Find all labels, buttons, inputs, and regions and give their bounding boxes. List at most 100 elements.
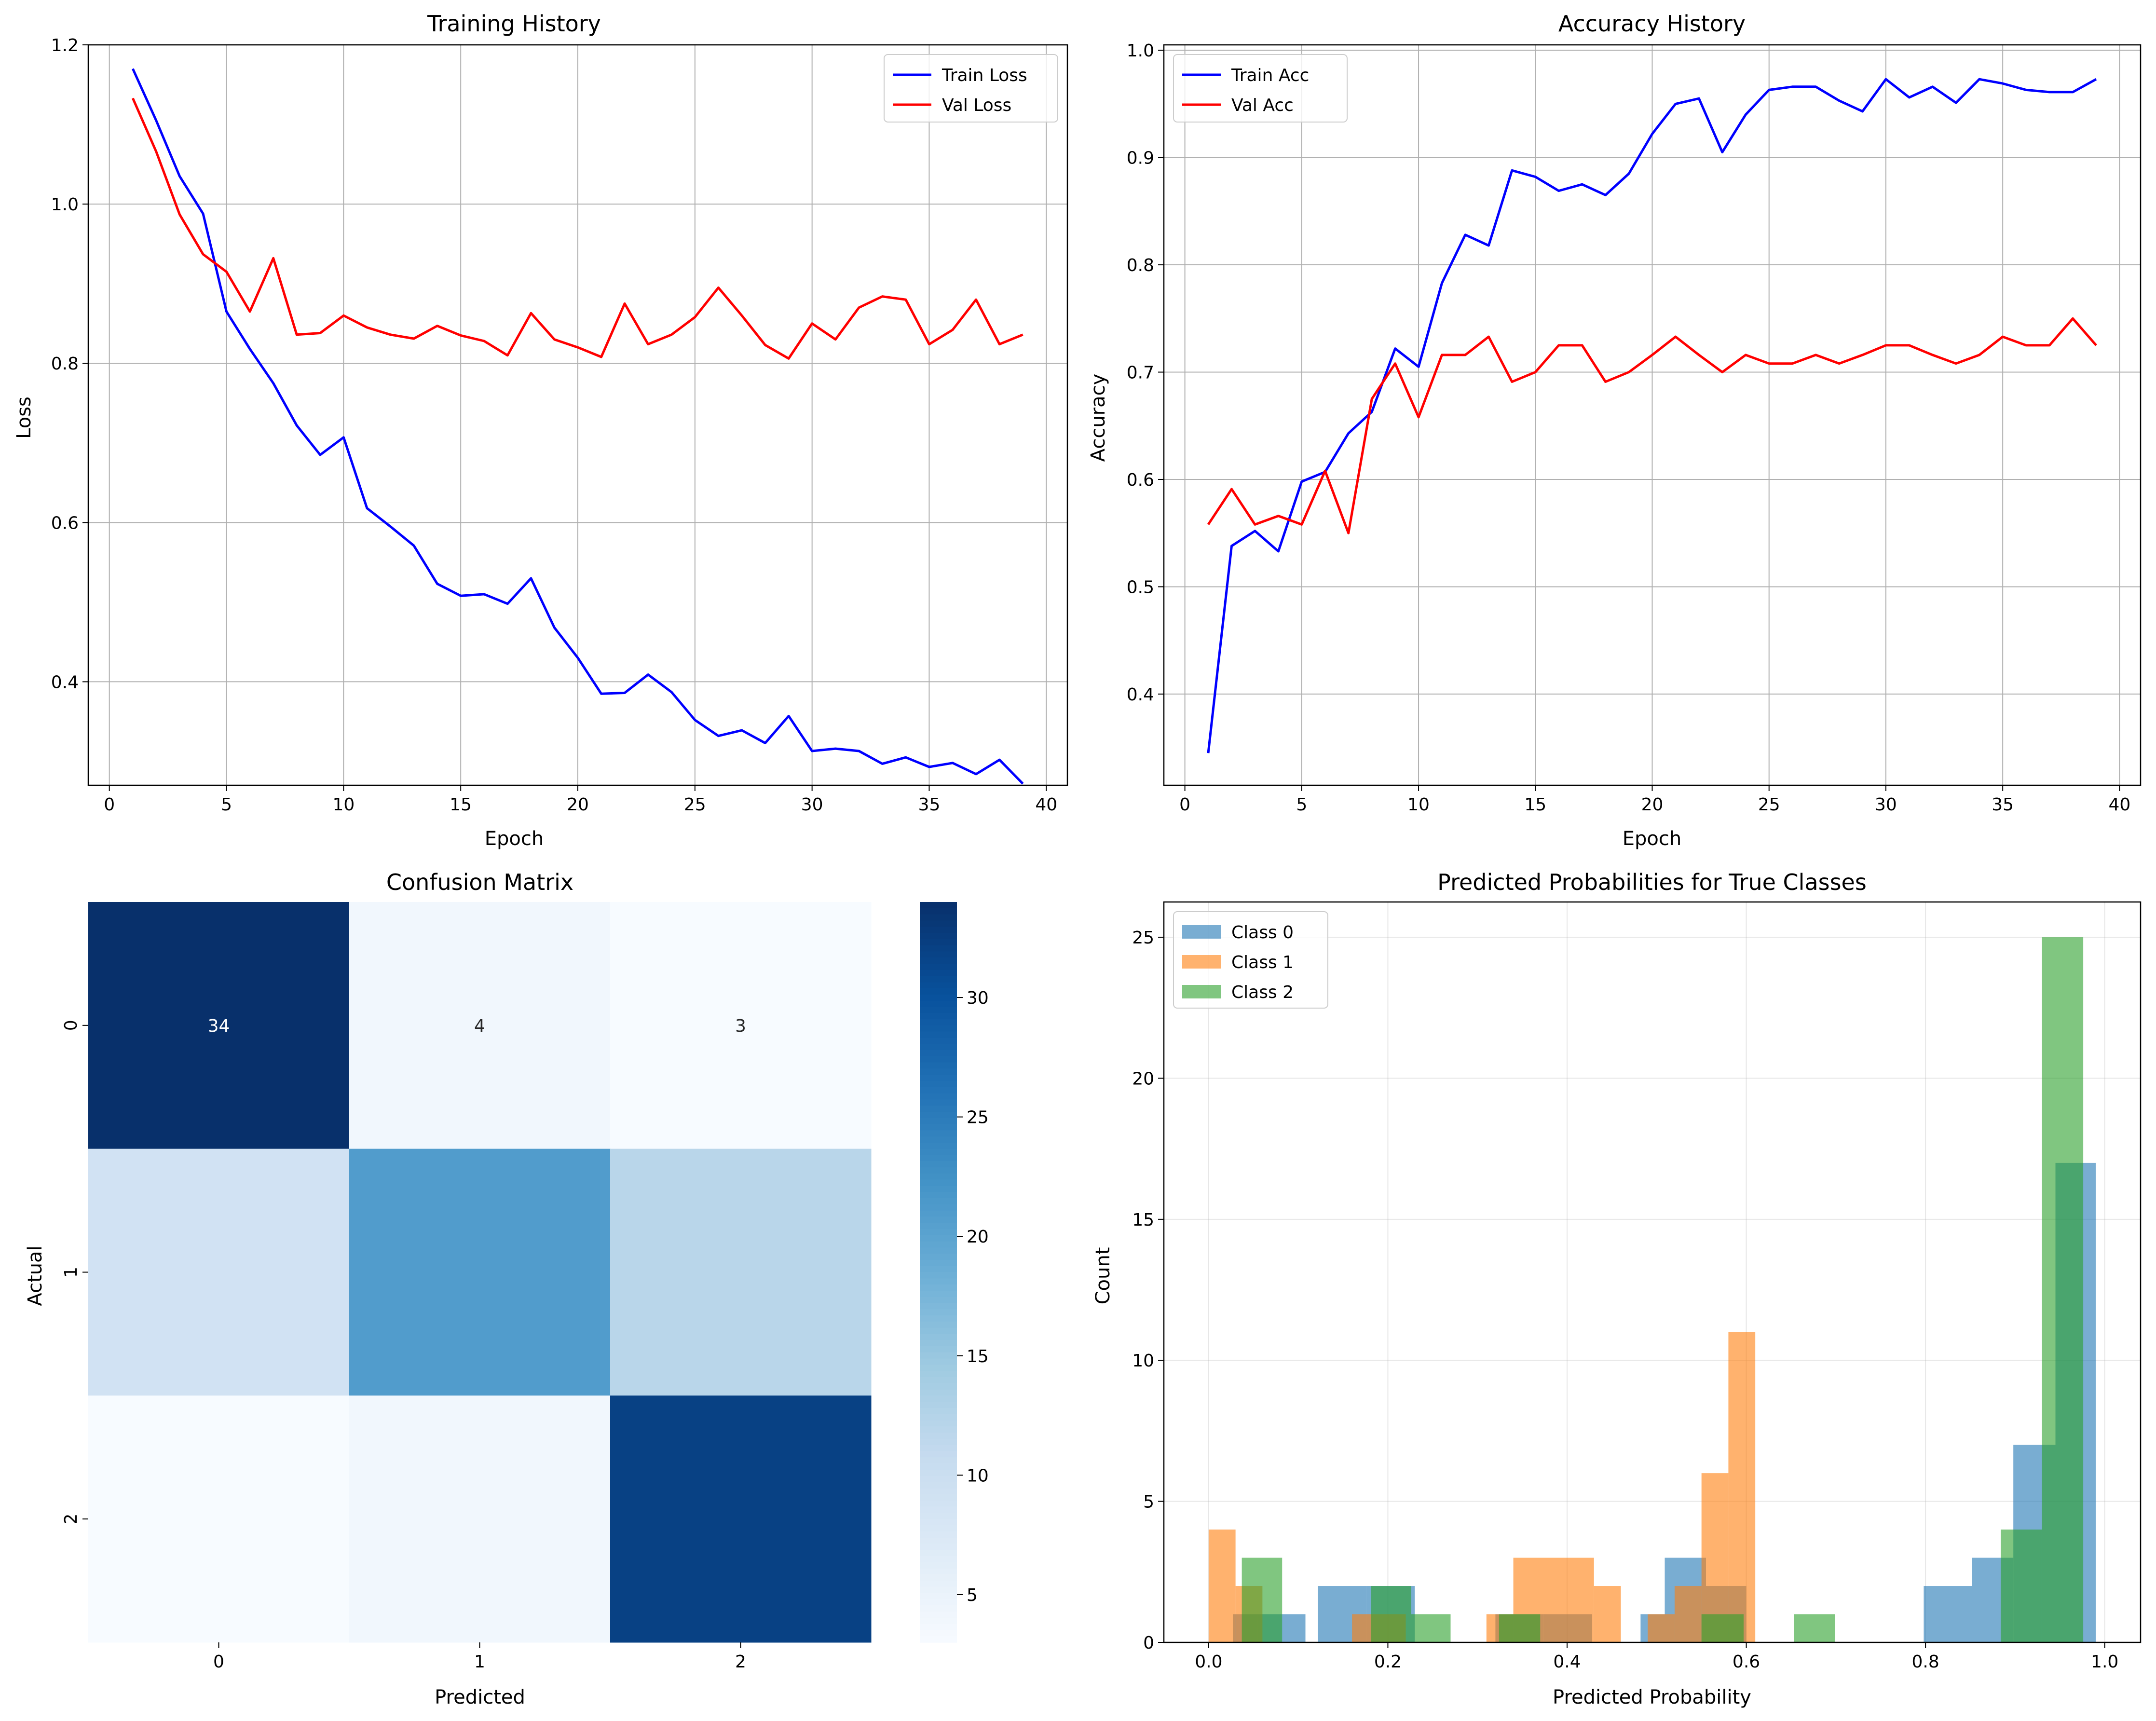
x-tick-label: 30 bbox=[1875, 795, 1897, 815]
colorbar-segment bbox=[920, 1297, 957, 1304]
x-tick-label: 5 bbox=[221, 795, 232, 815]
colorbar-segment bbox=[920, 970, 957, 977]
legend: Class 0 Class 1 Class 2 bbox=[1173, 911, 1328, 1009]
colorbar-segment bbox=[920, 1019, 957, 1026]
colorbar-segment bbox=[920, 988, 957, 995]
histogram-bar bbox=[1499, 1614, 1541, 1642]
x-tick-label: 0.6 bbox=[1733, 1652, 1760, 1672]
colorbar-segment bbox=[920, 1605, 957, 1612]
x-tick-label: 20 bbox=[567, 795, 589, 815]
y-tick-label: 0.8 bbox=[51, 354, 79, 374]
colorbar-segment bbox=[920, 1506, 957, 1514]
colorbar-segment bbox=[920, 920, 957, 927]
x-tick-label: 0.2 bbox=[1374, 1652, 1402, 1672]
colorbar-segment bbox=[920, 1568, 957, 1575]
heatmap-cell bbox=[88, 902, 350, 1149]
y-tick-label: 0 bbox=[61, 1020, 81, 1031]
legend-swatch bbox=[1182, 985, 1221, 998]
colorbar-tick-label: 30 bbox=[967, 988, 989, 1008]
colorbar-segment bbox=[920, 1173, 957, 1180]
heatmap-cell bbox=[610, 1395, 872, 1643]
y-tick-label: 0.7 bbox=[1127, 363, 1154, 383]
colorbar-segment bbox=[920, 1062, 957, 1069]
series-line-val-acc bbox=[1207, 317, 2097, 534]
colorbar-segment bbox=[920, 1475, 957, 1483]
colorbar-segment bbox=[920, 1531, 957, 1538]
colorbar-segment bbox=[920, 1463, 957, 1470]
x-tick-label: 2 bbox=[735, 1652, 746, 1672]
colorbar-segment bbox=[920, 908, 957, 915]
colorbar-segment bbox=[920, 1494, 957, 1501]
colorbar-segment bbox=[920, 1365, 957, 1371]
y-tick-label: 1.0 bbox=[51, 195, 79, 215]
colorbar-segment bbox=[920, 1106, 957, 1112]
colorbar-segment bbox=[920, 1377, 957, 1384]
heatmap-cell bbox=[349, 1395, 611, 1643]
colorbar-segment bbox=[920, 1303, 957, 1310]
x-tick-label: 20 bbox=[1641, 795, 1664, 815]
colorbar-segment bbox=[920, 1186, 957, 1193]
colorbar-segment bbox=[920, 1223, 957, 1229]
legend-label: Class 2 bbox=[1231, 983, 1294, 1002]
series-line-train-loss bbox=[132, 68, 1024, 785]
legend-label: Train Acc bbox=[1231, 66, 1309, 85]
colorbar-segment bbox=[920, 1630, 957, 1637]
colorbar-segment bbox=[920, 951, 957, 958]
y-tick-label: 0.6 bbox=[51, 513, 79, 533]
heatmap-cell bbox=[88, 1395, 350, 1643]
colorbar-segment bbox=[920, 1229, 957, 1236]
colorbar-segment bbox=[920, 1488, 957, 1495]
colorbar-segment bbox=[920, 1025, 957, 1032]
colorbar-segment bbox=[920, 1414, 957, 1421]
x-tick-label: 1.0 bbox=[2091, 1652, 2118, 1672]
colorbar-segment bbox=[920, 1581, 957, 1587]
x-tick-label: 0 bbox=[104, 795, 115, 815]
colorbar-segment bbox=[920, 1482, 957, 1489]
colorbar-segment bbox=[920, 1574, 957, 1581]
x-tick-label: 10 bbox=[332, 795, 355, 815]
colorbar-segment bbox=[920, 1093, 957, 1100]
x-tick-label: 15 bbox=[1524, 795, 1546, 815]
colorbar-segment bbox=[920, 1216, 957, 1223]
colorbar-segment bbox=[920, 1099, 957, 1106]
cell-value-label: 3 bbox=[735, 1016, 746, 1036]
histogram-bar bbox=[1281, 1614, 1306, 1642]
colorbar-segment bbox=[920, 1130, 957, 1137]
y-tick-label: 15 bbox=[1132, 1210, 1154, 1230]
legend-label: Val Acc bbox=[1231, 96, 1294, 115]
colorbar-segment bbox=[920, 1395, 957, 1402]
colorbar-segment bbox=[920, 1254, 957, 1260]
y-tick-label: 10 bbox=[1132, 1351, 1154, 1371]
colorbar-segment bbox=[920, 1204, 957, 1211]
colorbar-tick-label: 20 bbox=[967, 1227, 989, 1247]
histogram-bar bbox=[1208, 1530, 1236, 1642]
colorbar-segment bbox=[920, 1284, 957, 1291]
plot-area-frame bbox=[1163, 901, 2142, 1643]
colorbar-segment bbox=[920, 1290, 957, 1298]
colorbar-segment bbox=[920, 1259, 957, 1267]
confusion-matrix-title: Confusion Matrix bbox=[386, 869, 573, 895]
colorbar-segment bbox=[920, 1056, 957, 1063]
x-tick-label: 35 bbox=[918, 795, 941, 815]
cell-value-label: 34 bbox=[208, 1016, 230, 1036]
colorbar-segment bbox=[920, 1235, 957, 1242]
colorbar-segment bbox=[920, 1469, 957, 1476]
colorbar-segment bbox=[920, 1438, 957, 1446]
colorbar-segment bbox=[920, 1543, 957, 1550]
training-history-panel: Training History Epoch Loss 0 5 10 15 20 25 30… bbox=[13, 11, 1068, 850]
colorbar-segment bbox=[920, 1075, 957, 1081]
heatmap-cell bbox=[88, 1148, 350, 1396]
colorbar-segment bbox=[920, 1340, 957, 1347]
colorbar-segment bbox=[920, 1315, 957, 1322]
colorbar-segment bbox=[920, 957, 957, 964]
x-tick-label: 15 bbox=[450, 795, 472, 815]
colorbar-segment bbox=[920, 1612, 957, 1618]
colorbar-tick-label: 25 bbox=[967, 1108, 989, 1128]
colorbar-segment bbox=[920, 1272, 957, 1279]
colorbar-segment bbox=[920, 1118, 957, 1125]
colorbar-segment bbox=[920, 1087, 957, 1094]
x-tick-label: 5 bbox=[1296, 795, 1307, 815]
colorbar: 5 10 15 20 25 30 bbox=[920, 902, 989, 1643]
heatmap-cell bbox=[349, 902, 611, 1149]
